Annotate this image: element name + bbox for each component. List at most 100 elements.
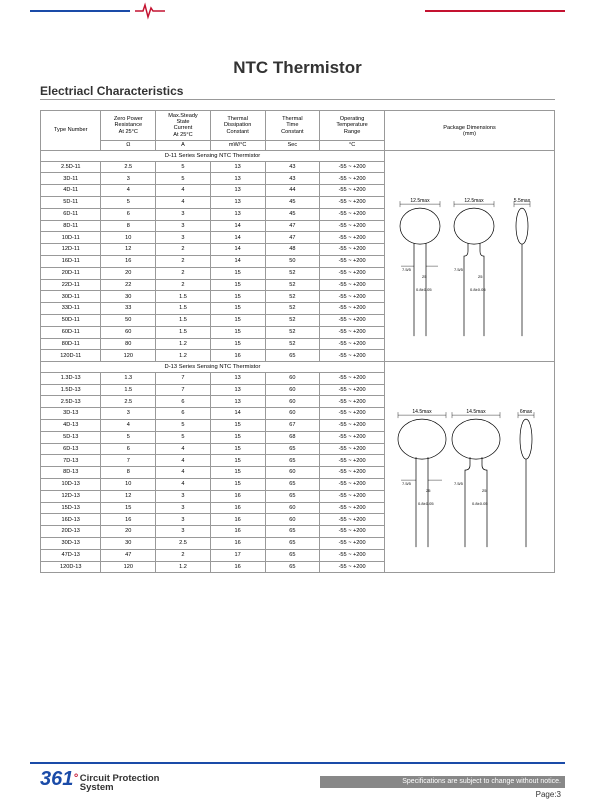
cell-t: 12D-11: [41, 244, 101, 256]
cell-temp: -55 ~ +200: [320, 443, 385, 455]
cell-a: 2: [156, 244, 211, 256]
cell-sec: 60: [265, 372, 320, 384]
cell-t: 8D-13: [41, 467, 101, 479]
cell-mw: 15: [210, 467, 265, 479]
cell-a: 1.5: [156, 326, 211, 338]
cell-mw: 15: [210, 315, 265, 327]
unit-ohm: Ω: [101, 140, 156, 150]
table-row: 4D-11441344-55 ~ +200: [41, 185, 385, 197]
table-row: 3D-13361460-55 ~ +200: [41, 408, 385, 420]
table-row: 15D-131531660-55 ~ +200: [41, 502, 385, 514]
cell-a: 1.5: [156, 303, 211, 315]
table-row: 4D-13451567-55 ~ +200: [41, 420, 385, 432]
cell-mw: 16: [210, 502, 265, 514]
unit-celsius: °C: [320, 140, 385, 150]
cell-r: 12: [101, 490, 156, 502]
cell-mw: 13: [210, 208, 265, 220]
cell-sec: 45: [265, 197, 320, 209]
col-resistance-header: Zero Power Resistance At 25°C: [101, 111, 156, 141]
cell-sec: 65: [265, 350, 320, 362]
cell-a: 5: [156, 420, 211, 432]
cell-temp: -55 ~ +200: [320, 326, 385, 338]
col-time-header: Thermal Time Constant: [265, 111, 320, 141]
cell-a: 2: [156, 279, 211, 291]
cell-t: 5D-11: [41, 197, 101, 209]
series2-header-row: D-13 Series Sensing NTC Thermistor: [41, 362, 385, 373]
cell-mw: 13: [210, 197, 265, 209]
d13-res: 25: [426, 488, 431, 493]
cell-mw: 16: [210, 561, 265, 573]
unit-sec: Sec: [265, 140, 320, 150]
table-row: 12D-131231665-55 ~ +200: [41, 490, 385, 502]
cell-sec: 48: [265, 244, 320, 256]
col-type-header: Type Number: [41, 111, 101, 151]
cell-r: 60: [101, 326, 156, 338]
cell-temp: -55 ~ +200: [320, 420, 385, 432]
cell-r: 80: [101, 338, 156, 350]
table-row: 6D-11631345-55 ~ +200: [41, 208, 385, 220]
cell-a: 4: [156, 443, 211, 455]
cell-t: 7D-13: [41, 455, 101, 467]
cell-mw: 15: [210, 455, 265, 467]
d13-lead2: 0.8±0.05: [418, 501, 434, 506]
cell-temp: -55 ~ +200: [320, 173, 385, 185]
cell-mw: 17: [210, 549, 265, 561]
cell-a: 4: [156, 185, 211, 197]
cell-r: 47: [101, 549, 156, 561]
cell-temp: -55 ~ +200: [320, 256, 385, 268]
d11-res2: 25: [478, 274, 483, 279]
page-title: NTC Thermistor: [0, 58, 595, 78]
cell-t: 10D-11: [41, 232, 101, 244]
d11-res: 25: [422, 274, 427, 279]
cell-temp: -55 ~ +200: [320, 303, 385, 315]
cell-temp: -55 ~ +200: [320, 185, 385, 197]
cell-temp: -55 ~ +200: [320, 467, 385, 479]
cell-r: 7: [101, 455, 156, 467]
cell-temp: -55 ~ +200: [320, 232, 385, 244]
col-temp-header: Operating Temperature Range: [320, 111, 385, 141]
cell-mw: 15: [210, 420, 265, 432]
cell-mw: 14: [210, 408, 265, 420]
cell-sec: 52: [265, 338, 320, 350]
cell-sec: 43: [265, 173, 320, 185]
footer-divider: [30, 762, 565, 764]
cell-temp: -55 ~ +200: [320, 315, 385, 327]
cell-r: 20: [101, 526, 156, 538]
table-row: 60D-11601.51552-55 ~ +200: [41, 326, 385, 338]
cell-mw: 14: [210, 256, 265, 268]
cell-r: 16: [101, 256, 156, 268]
table-row: 1.3D-131.371360-55 ~ +200: [41, 372, 385, 384]
table-row: 22D-112221552-55 ~ +200: [41, 279, 385, 291]
cell-sec: 52: [265, 303, 320, 315]
cell-r: 120: [101, 350, 156, 362]
cell-mw: 16: [210, 490, 265, 502]
cell-a: 3: [156, 220, 211, 232]
cell-temp: -55 ~ +200: [320, 291, 385, 303]
cell-t: 4D-13: [41, 420, 101, 432]
logo-tagline: Circuit Protection System: [80, 774, 160, 792]
pkg-d13-diagram: 14.5max 7.5/5 25 0.8±0.05 14.5max: [385, 362, 554, 572]
cell-sec: 60: [265, 502, 320, 514]
cell-t: 50D-11: [41, 315, 101, 327]
d11-dim2: 12.5max: [464, 198, 484, 204]
table-row: 6D-13641565-55 ~ +200: [41, 443, 385, 455]
cell-t: 16D-11: [41, 256, 101, 268]
cell-t: 5D-13: [41, 431, 101, 443]
table-row: 10D-131041565-55 ~ +200: [41, 479, 385, 491]
cell-r: 20: [101, 267, 156, 279]
cell-mw: 14: [210, 244, 265, 256]
table-row: 2.5D-112.551343-55 ~ +200: [41, 161, 385, 173]
cell-t: 80D-11: [41, 338, 101, 350]
table-row: 12D-111221448-55 ~ +200: [41, 244, 385, 256]
cell-temp: -55 ~ +200: [320, 431, 385, 443]
cell-a: 4: [156, 197, 211, 209]
cell-a: 2: [156, 267, 211, 279]
cell-r: 5: [101, 431, 156, 443]
cell-temp: -55 ~ +200: [320, 208, 385, 220]
cell-a: 3: [156, 526, 211, 538]
cell-r: 16: [101, 514, 156, 526]
table-row: 120D-131201.21665-55 ~ +200: [41, 561, 385, 573]
d13-lead1: 7.5/5: [402, 481, 412, 486]
content-area: Type Number Zero Power Resistance At 25°…: [40, 110, 555, 573]
cell-t: 2.5D-13: [41, 396, 101, 408]
